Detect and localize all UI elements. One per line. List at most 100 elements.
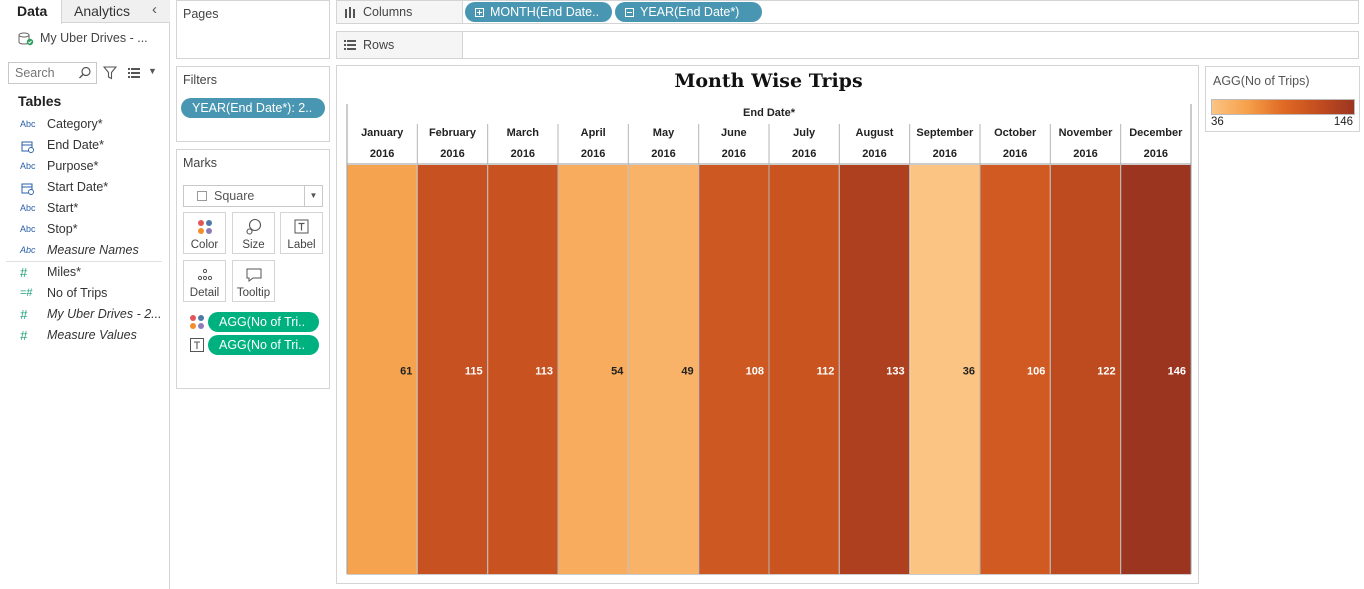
datasource-item[interactable]: My Uber Drives - ... bbox=[18, 28, 148, 48]
mark-type-dropdown[interactable]: Square ▼ bbox=[183, 185, 323, 207]
field-item[interactable]: Start Date* bbox=[0, 177, 168, 198]
heatmap-cell[interactable] bbox=[980, 165, 1050, 574]
heatmap-cell[interactable] bbox=[839, 165, 910, 574]
label-button[interactable]: Label bbox=[280, 212, 323, 254]
tooltip-label: Tooltip bbox=[236, 287, 271, 299]
tab-data[interactable]: Data bbox=[0, 0, 62, 24]
filter-icon[interactable] bbox=[103, 66, 117, 80]
year-header: 2016 bbox=[1003, 148, 1027, 160]
field-list: Abc Category* End Date* Abc Purpose* Start Da… bbox=[0, 114, 168, 346]
heatmap-cell[interactable] bbox=[347, 165, 417, 574]
color-legend[interactable]: AGG(No of Trips) 36 146 bbox=[1205, 66, 1360, 132]
size-label: Size bbox=[242, 239, 265, 251]
columns-pill-year-label: YEAR(End Date*) bbox=[640, 5, 740, 19]
field-item[interactable]: Abc Start* bbox=[0, 198, 168, 219]
string-type-icon: Abc bbox=[20, 224, 36, 234]
tooltip-button[interactable]: Tooltip bbox=[232, 260, 275, 302]
year-header: 2016 bbox=[651, 148, 675, 160]
color-dots-icon bbox=[198, 220, 212, 234]
collapse-pane-icon[interactable]: ‹ bbox=[152, 1, 157, 18]
heatmap-cell[interactable] bbox=[558, 165, 628, 574]
filter-pill-year[interactable]: YEAR(End Date*): 2.. bbox=[181, 98, 325, 118]
field-name: Start* bbox=[47, 201, 79, 215]
collapse-minus-icon[interactable] bbox=[625, 8, 634, 17]
heatmap-cell[interactable] bbox=[417, 165, 488, 574]
field-item[interactable]: Abc Measure Names bbox=[0, 240, 168, 261]
tab-analytics[interactable]: Analytics bbox=[74, 3, 131, 19]
month-header: February bbox=[429, 127, 477, 139]
cell-value-label: 106 bbox=[1027, 366, 1045, 378]
field-name: My Uber Drives - 2... bbox=[47, 307, 162, 321]
columns-icon bbox=[345, 7, 355, 18]
cell-value-label: 108 bbox=[746, 366, 764, 378]
field-item[interactable]: # Miles* bbox=[0, 262, 168, 283]
search-icon[interactable] bbox=[78, 66, 92, 80]
heatmap-cell[interactable] bbox=[488, 165, 558, 574]
field-item[interactable]: Abc Purpose* bbox=[0, 156, 168, 177]
field-name: Start Date* bbox=[47, 180, 109, 194]
view-list-icon[interactable] bbox=[127, 66, 141, 80]
cell-value-label: 36 bbox=[963, 366, 975, 378]
pages-title: Pages bbox=[183, 7, 219, 21]
columns-pill-year[interactable]: YEAR(End Date*) bbox=[615, 2, 762, 22]
mark-type-label: Square bbox=[214, 189, 255, 203]
field-name: Category* bbox=[47, 117, 103, 131]
field-item[interactable]: Abc Stop* bbox=[0, 219, 168, 240]
rows-shelf[interactable]: Rows bbox=[336, 31, 1359, 59]
search-input[interactable] bbox=[9, 63, 77, 83]
legend-max: 146 bbox=[1333, 116, 1353, 128]
detail-label: Detail bbox=[189, 287, 220, 299]
field-name: Miles* bbox=[47, 265, 82, 279]
pages-shelf[interactable]: Pages bbox=[176, 0, 330, 59]
calculated-measure-icon: =# bbox=[20, 287, 33, 299]
field-name: End Date* bbox=[47, 138, 104, 152]
heatmap-cell[interactable] bbox=[699, 165, 769, 574]
color-label: Color bbox=[190, 239, 219, 251]
color-dots-icon bbox=[190, 315, 204, 329]
size-button[interactable]: Size bbox=[232, 212, 275, 254]
cell-value-label: 61 bbox=[400, 366, 412, 378]
field-item[interactable]: End Date* bbox=[0, 135, 168, 156]
heatmap-cell[interactable] bbox=[769, 165, 839, 574]
heatmap-cell[interactable] bbox=[910, 165, 980, 574]
string-type-icon: Abc bbox=[20, 245, 36, 255]
chevron-down-icon[interactable]: ▼ bbox=[304, 186, 322, 206]
cell-value-label: 112 bbox=[817, 366, 835, 378]
mark-pill-color[interactable]: AGG(No of Tri.. bbox=[208, 312, 319, 332]
heatmap-cell[interactable] bbox=[1121, 165, 1191, 574]
heatmap-cell[interactable] bbox=[1050, 165, 1121, 574]
mark-pill-label[interactable]: AGG(No of Tri.. bbox=[208, 335, 319, 355]
label-icon bbox=[190, 338, 204, 352]
columns-pill-month[interactable]: MONTH(End Date.. bbox=[465, 2, 612, 22]
year-header: 2016 bbox=[581, 148, 605, 160]
field-item[interactable]: Abc Category* bbox=[0, 114, 168, 135]
month-header: June bbox=[721, 127, 747, 139]
rows-icon bbox=[344, 40, 356, 50]
field-item[interactable]: # My Uber Drives - 2... bbox=[0, 304, 168, 325]
chart-title: Month Wise Trips bbox=[674, 70, 863, 92]
year-header: 2016 bbox=[440, 148, 464, 160]
color-button[interactable]: Color bbox=[183, 212, 226, 254]
cell-value-label: 54 bbox=[611, 366, 624, 378]
string-type-icon: Abc bbox=[20, 119, 36, 129]
year-header: 2016 bbox=[1073, 148, 1097, 160]
heatmap-cell[interactable] bbox=[628, 165, 699, 574]
chevron-down-icon[interactable]: ▼ bbox=[148, 66, 157, 76]
filters-shelf[interactable]: Filters YEAR(End Date*): 2.. bbox=[176, 66, 330, 142]
label-label: Label bbox=[287, 239, 316, 251]
pane-tabs: Data Analytics ‹ bbox=[0, 0, 170, 24]
detail-button[interactable]: Detail bbox=[183, 260, 226, 302]
search-box bbox=[8, 62, 97, 84]
field-name: Stop* bbox=[47, 222, 78, 236]
cell-value-label: 146 bbox=[1168, 366, 1186, 378]
year-header: 2016 bbox=[511, 148, 535, 160]
cell-value-label: 115 bbox=[465, 366, 483, 378]
month-header: January bbox=[361, 127, 404, 139]
expand-plus-icon[interactable] bbox=[475, 8, 484, 17]
field-item[interactable]: # Measure Values bbox=[0, 325, 168, 346]
columns-shelf[interactable]: Columns MONTH(End Date.. YEAR(End Date*) bbox=[336, 0, 1359, 24]
mark-pill-color-row: AGG(No of Tri.. bbox=[189, 312, 321, 332]
field-item[interactable]: =# No of Trips bbox=[0, 283, 168, 304]
square-mark-icon bbox=[197, 191, 207, 201]
